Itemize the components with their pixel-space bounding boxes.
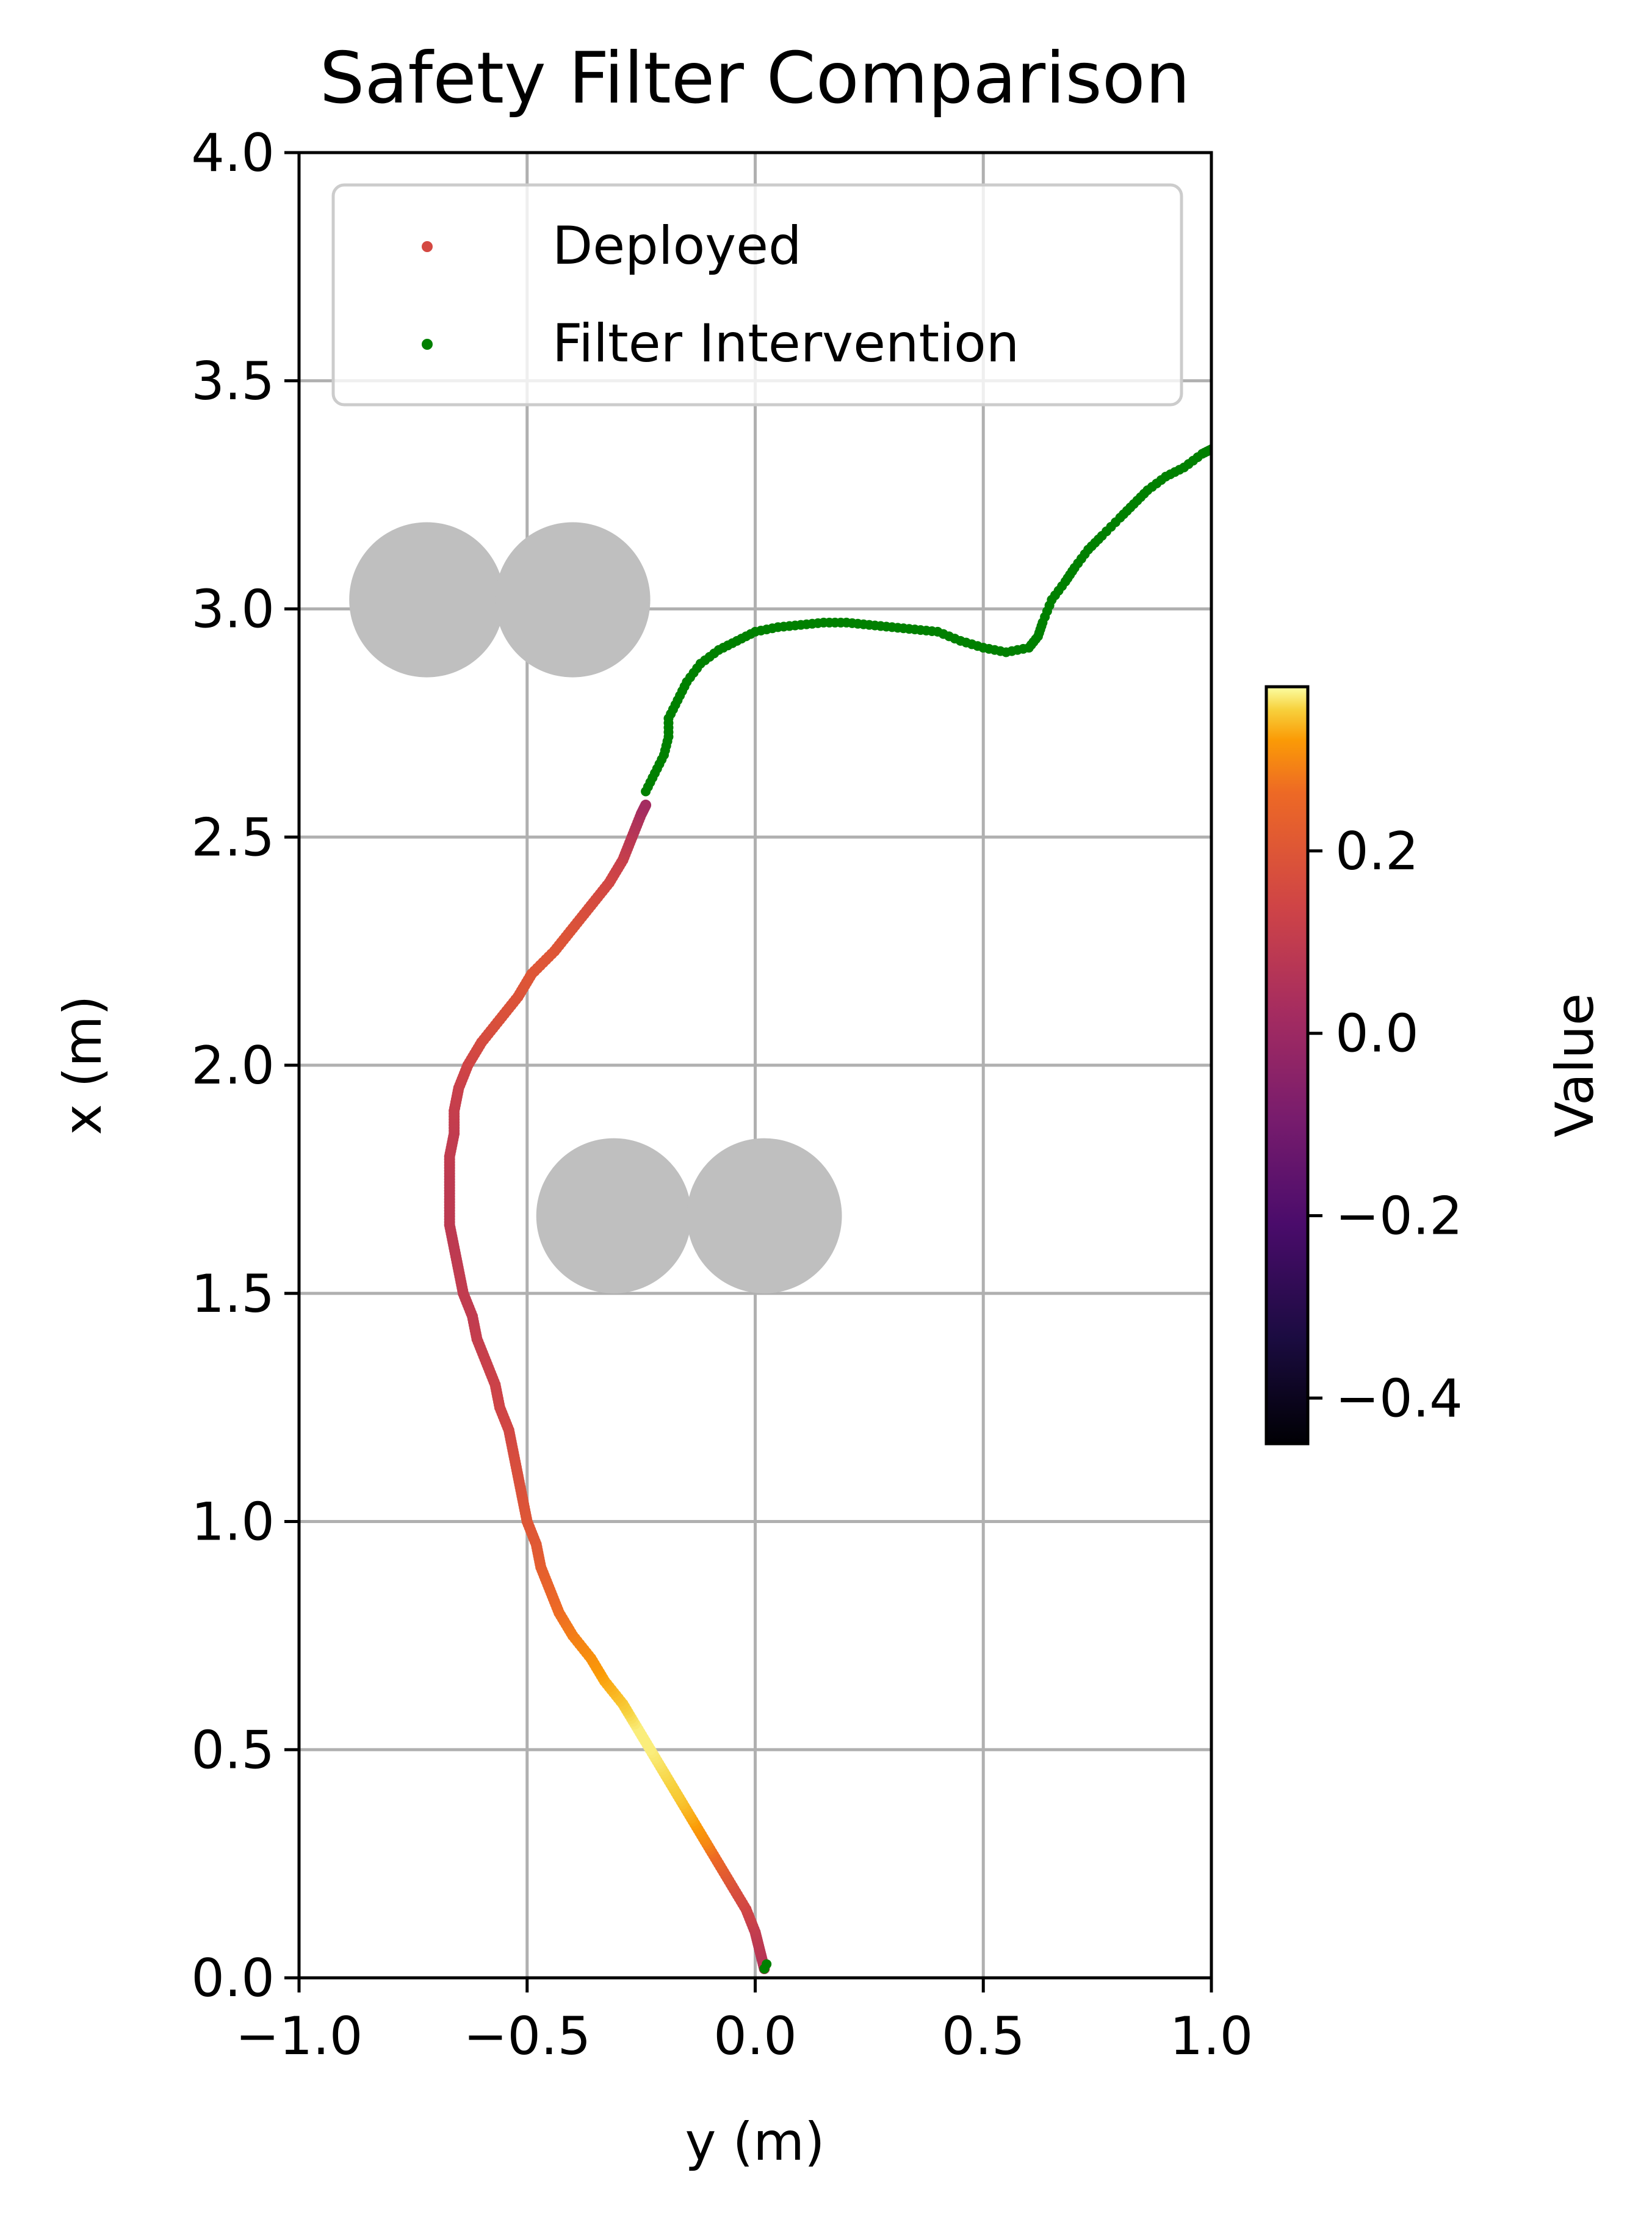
deployed-series	[444, 799, 770, 1975]
y-tick-label-0: 0.0	[191, 1948, 275, 2009]
y-tick-label-8: 4.0	[191, 123, 275, 184]
legend-label-filter-intervention: Filter Intervention	[552, 313, 1019, 374]
x-tick-label-3: 0.5	[942, 2006, 1025, 2067]
colorbar: 0.2 0.0 −0.2 −0.4 Value	[1264, 685, 1606, 1446]
colorbar-tick-label-1: 0.0	[1335, 1004, 1419, 1065]
y-tick-label-6: 3.0	[191, 579, 275, 640]
x-tick-label-0: −1.0	[236, 2006, 363, 2067]
colorbar-tick-label-3: −0.4	[1335, 1368, 1463, 1429]
obstacle-0	[349, 522, 505, 678]
obstacle-3	[687, 1138, 842, 1294]
colorbar-label: Value	[1545, 993, 1606, 1137]
y-axis-label: x (m)	[52, 995, 114, 1135]
x-axis-label: y (m)	[685, 2112, 824, 2173]
x-tick-label-1: −0.5	[463, 2006, 591, 2067]
legend-marker-filter-intervention	[422, 339, 433, 350]
legend: Deployed Filter Intervention	[331, 183, 1183, 407]
colorbar-tick-label-2: −0.2	[1335, 1186, 1463, 1247]
obstacle-1	[495, 522, 651, 678]
x-tick-label-4: 1.0	[1170, 2006, 1253, 2067]
y-tick-label-5: 2.5	[191, 807, 275, 868]
legend-label-deployed: Deployed	[552, 215, 802, 277]
y-tick-label-2: 1.0	[191, 1492, 275, 1553]
y-tick-label-1: 0.5	[191, 1720, 275, 1781]
x-axis-ticks: −1.0 −0.5 0.0 0.5 1.0	[236, 1978, 1253, 2067]
x-tick-label-2: 0.0	[713, 2006, 797, 2067]
colorbar-tick-label-0: 0.2	[1335, 821, 1419, 882]
colorbar-gradient	[1264, 685, 1310, 1446]
y-tick-label-7: 3.5	[191, 351, 275, 412]
y-tick-label-4: 2.0	[191, 1035, 275, 1096]
y-tick-label-3: 1.5	[191, 1264, 275, 1325]
filter-intervention-series	[641, 444, 1211, 1974]
obstacle-2	[536, 1138, 691, 1294]
legend-box	[331, 183, 1183, 407]
chart-title: Safety Filter Comparison	[320, 37, 1191, 120]
deployed-point-416	[640, 799, 652, 811]
y-axis-ticks: 0.0 0.5 1.0 1.5 2.0 2.5 3.0 3.5 4.0	[191, 123, 299, 2009]
filter-point-146	[759, 1964, 770, 1974]
legend-marker-deployed	[422, 241, 433, 252]
colorbar-ticks: 0.2 0.0 −0.2 −0.4	[1308, 821, 1463, 1429]
obstacles	[349, 522, 842, 1294]
